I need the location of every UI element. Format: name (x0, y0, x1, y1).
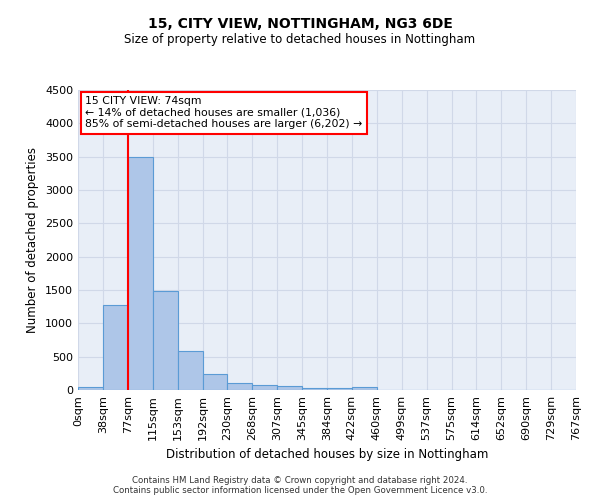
Bar (128, 156, 153, 390)
X-axis label: Distribution of detached houses by size in Nottingham: Distribution of detached houses by size … (166, 448, 488, 462)
Bar (352, 386, 377, 390)
Bar (103, 304, 128, 390)
Bar (302, 388, 327, 390)
Text: Contains HM Land Registry data © Crown copyright and database right 2024.
Contai: Contains HM Land Registry data © Crown c… (113, 476, 487, 495)
Bar (78, 388, 103, 390)
Text: 15, CITY VIEW, NOTTINGHAM, NG3 6DE: 15, CITY VIEW, NOTTINGHAM, NG3 6DE (148, 18, 452, 32)
Bar (152, 292, 178, 390)
Text: Size of property relative to detached houses in Nottingham: Size of property relative to detached ho… (124, 32, 476, 46)
Bar (203, 374, 227, 390)
Bar (178, 352, 203, 390)
Bar (253, 384, 277, 390)
Bar (277, 386, 302, 390)
Bar (227, 382, 253, 390)
Bar (327, 388, 352, 390)
Y-axis label: Number of detached properties: Number of detached properties (26, 147, 40, 333)
Text: 15 CITY VIEW: 74sqm
← 14% of detached houses are smaller (1,036)
85% of semi-det: 15 CITY VIEW: 74sqm ← 14% of detached ho… (85, 96, 363, 129)
